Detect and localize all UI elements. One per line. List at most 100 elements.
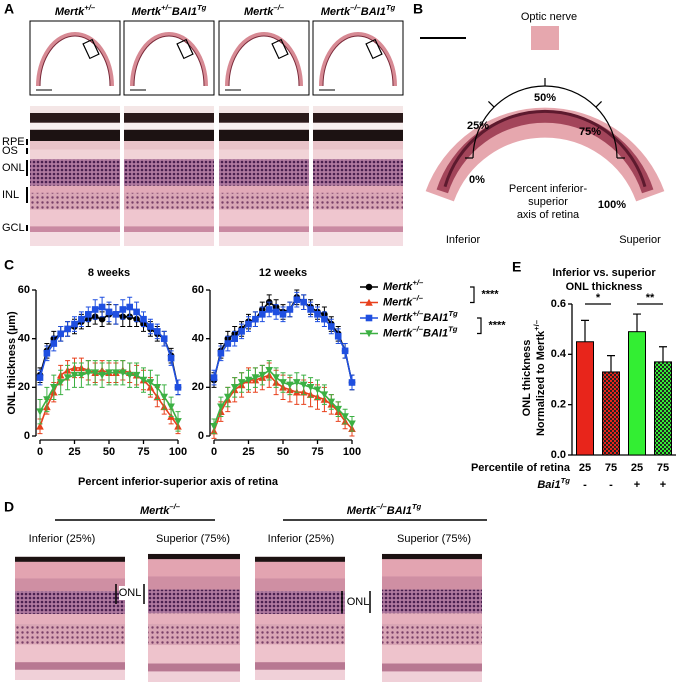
tissue-layer [313,226,403,232]
data-point [279,379,287,387]
tissue-layer [15,556,125,562]
y-tick-label: 0 [198,430,204,442]
tissue-layer [124,129,214,141]
legend-marker [365,283,373,291]
significance-label: * [596,292,601,304]
tissue-layer [30,113,120,123]
y-tick-label: 20 [18,381,30,393]
data-point [210,374,218,381]
genotype-title: Mertk–/– [244,3,285,18]
data-point [50,340,58,347]
tissue-layer [148,550,240,554]
x-tick-label: 0 [37,446,43,458]
data-point [341,413,349,421]
micrograph [148,550,240,682]
chart-title: Inferior vs. superior [552,267,656,279]
tissue-layer [382,671,482,682]
tissue-layer [382,613,482,624]
data-point [77,371,86,379]
data-point [57,330,64,338]
tissue-layer [313,141,403,150]
image-label: Inferior (25%) [29,533,96,545]
tissue-layer [30,192,120,210]
y-tick-label: 20 [192,381,204,393]
tissue-layer [124,122,214,130]
legend-label: Mertk–/–BAI1Tg [383,324,458,339]
data-point [78,315,85,323]
data-point [279,311,287,318]
tissue-layer [30,106,120,113]
legend-marker [365,298,373,306]
region-box [271,38,289,60]
y-tick-label: 0.4 [551,348,567,360]
tissue-layer [30,159,120,186]
structure-label: Optic nerve [521,11,577,23]
x-tick-label: 50 [277,446,289,458]
tissue-layer [255,662,345,670]
data-point [139,376,148,384]
tissue-layer [219,232,309,246]
tissue-layer [15,662,125,670]
tissue-layer [219,113,309,123]
tissue-layer [219,149,309,160]
percent-mark: 75% [579,126,601,138]
region-box [82,38,100,60]
data-point [119,369,127,377]
data-point [252,315,259,323]
tissue-layer [255,578,345,592]
guide-tick [488,101,495,108]
error-bar [581,319,589,342]
genotype-title: Mertk+/– [55,3,96,18]
axis-caption: Percent inferior- [509,183,588,195]
data-point [160,335,168,342]
tissue-layer [124,159,214,186]
data-point [348,420,356,428]
panel-letter: A [4,1,14,17]
tissue-layer [219,185,309,193]
group-title: Mertk–/– [140,502,181,517]
significance-label: **** [481,289,499,301]
data-point [224,340,232,347]
tissue-layer [148,671,240,682]
data-point [217,403,225,411]
tissue-layer [124,209,214,227]
micrograph [219,106,309,246]
data-point [126,303,133,311]
data-point [293,379,301,387]
row-cell: + [660,479,666,491]
data-point [146,379,155,387]
tissue-layer [313,185,403,193]
y-tick-label: 0.0 [551,449,566,461]
tissue-layer [30,149,120,160]
data-point [245,320,252,328]
y-tick-label: 60 [192,284,204,296]
data-point [327,398,336,406]
tissue-layer [219,141,309,150]
data-point [98,371,106,379]
data-point [174,418,182,426]
tissue-layer [313,106,403,113]
tissue-layer [124,226,214,232]
tissue-layer [313,159,403,186]
thumbnail-retina-inner [133,35,205,87]
tissue-layer [219,106,309,113]
tissue-layer [15,644,125,663]
data-point [314,311,321,318]
tissue-layer [124,113,214,123]
label-bg [119,586,142,600]
data-point [98,303,106,311]
thumbnail-retina-inner [228,35,300,87]
x-tick-label: 75 [137,446,149,458]
tissue-layer [15,669,125,680]
data-point [313,386,322,394]
data-point [71,320,78,328]
data-point [174,384,182,391]
side-label: Inferior [446,234,481,246]
data-point [265,367,273,375]
x-axis-title: Percent inferior-superior axis of retina [78,476,279,488]
tissue-layer [30,141,120,150]
micrograph [313,106,403,246]
significance-bracket [477,317,482,335]
tissue-layer [30,129,120,141]
legend-label: Mertk+/– [383,278,424,293]
